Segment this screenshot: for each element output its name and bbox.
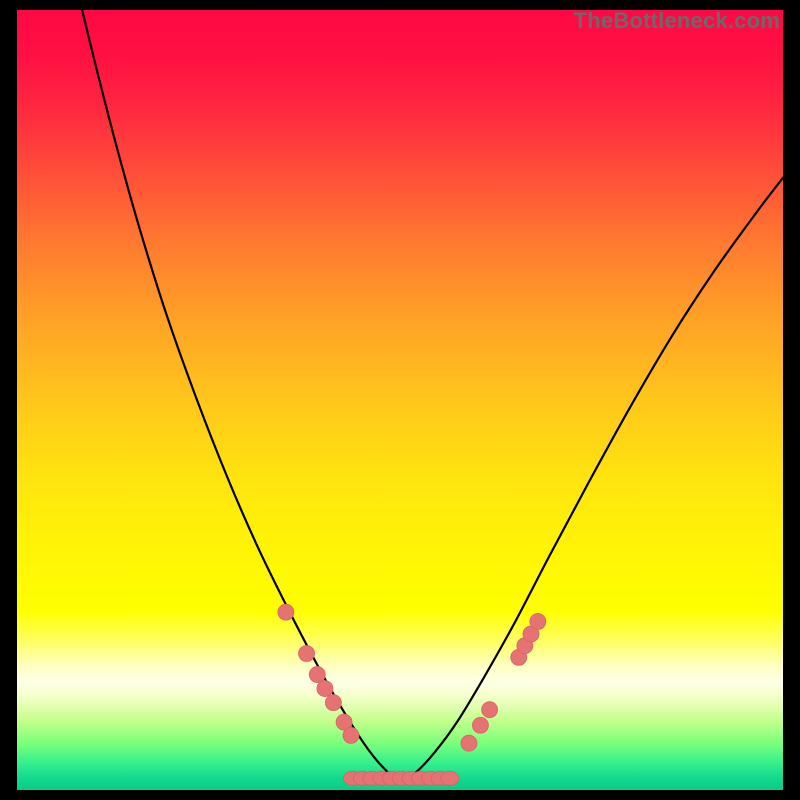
- chart-svg: [17, 10, 783, 790]
- marker-point: [343, 727, 359, 743]
- marker-point: [299, 646, 315, 662]
- marker-point: [325, 695, 341, 711]
- marker-point: [530, 614, 546, 630]
- marker-point: [278, 604, 294, 620]
- marker-point: [309, 667, 325, 683]
- marker-point: [461, 735, 477, 751]
- watermark-text: TheBottleneck.com: [574, 8, 780, 34]
- marker-point: [472, 717, 488, 733]
- plot-area: [17, 10, 783, 790]
- chart-frame: TheBottleneck.com: [0, 0, 800, 800]
- marker-point: [317, 681, 333, 697]
- marker-point: [441, 771, 459, 785]
- gradient-background: [17, 10, 783, 790]
- marker-point: [482, 702, 498, 718]
